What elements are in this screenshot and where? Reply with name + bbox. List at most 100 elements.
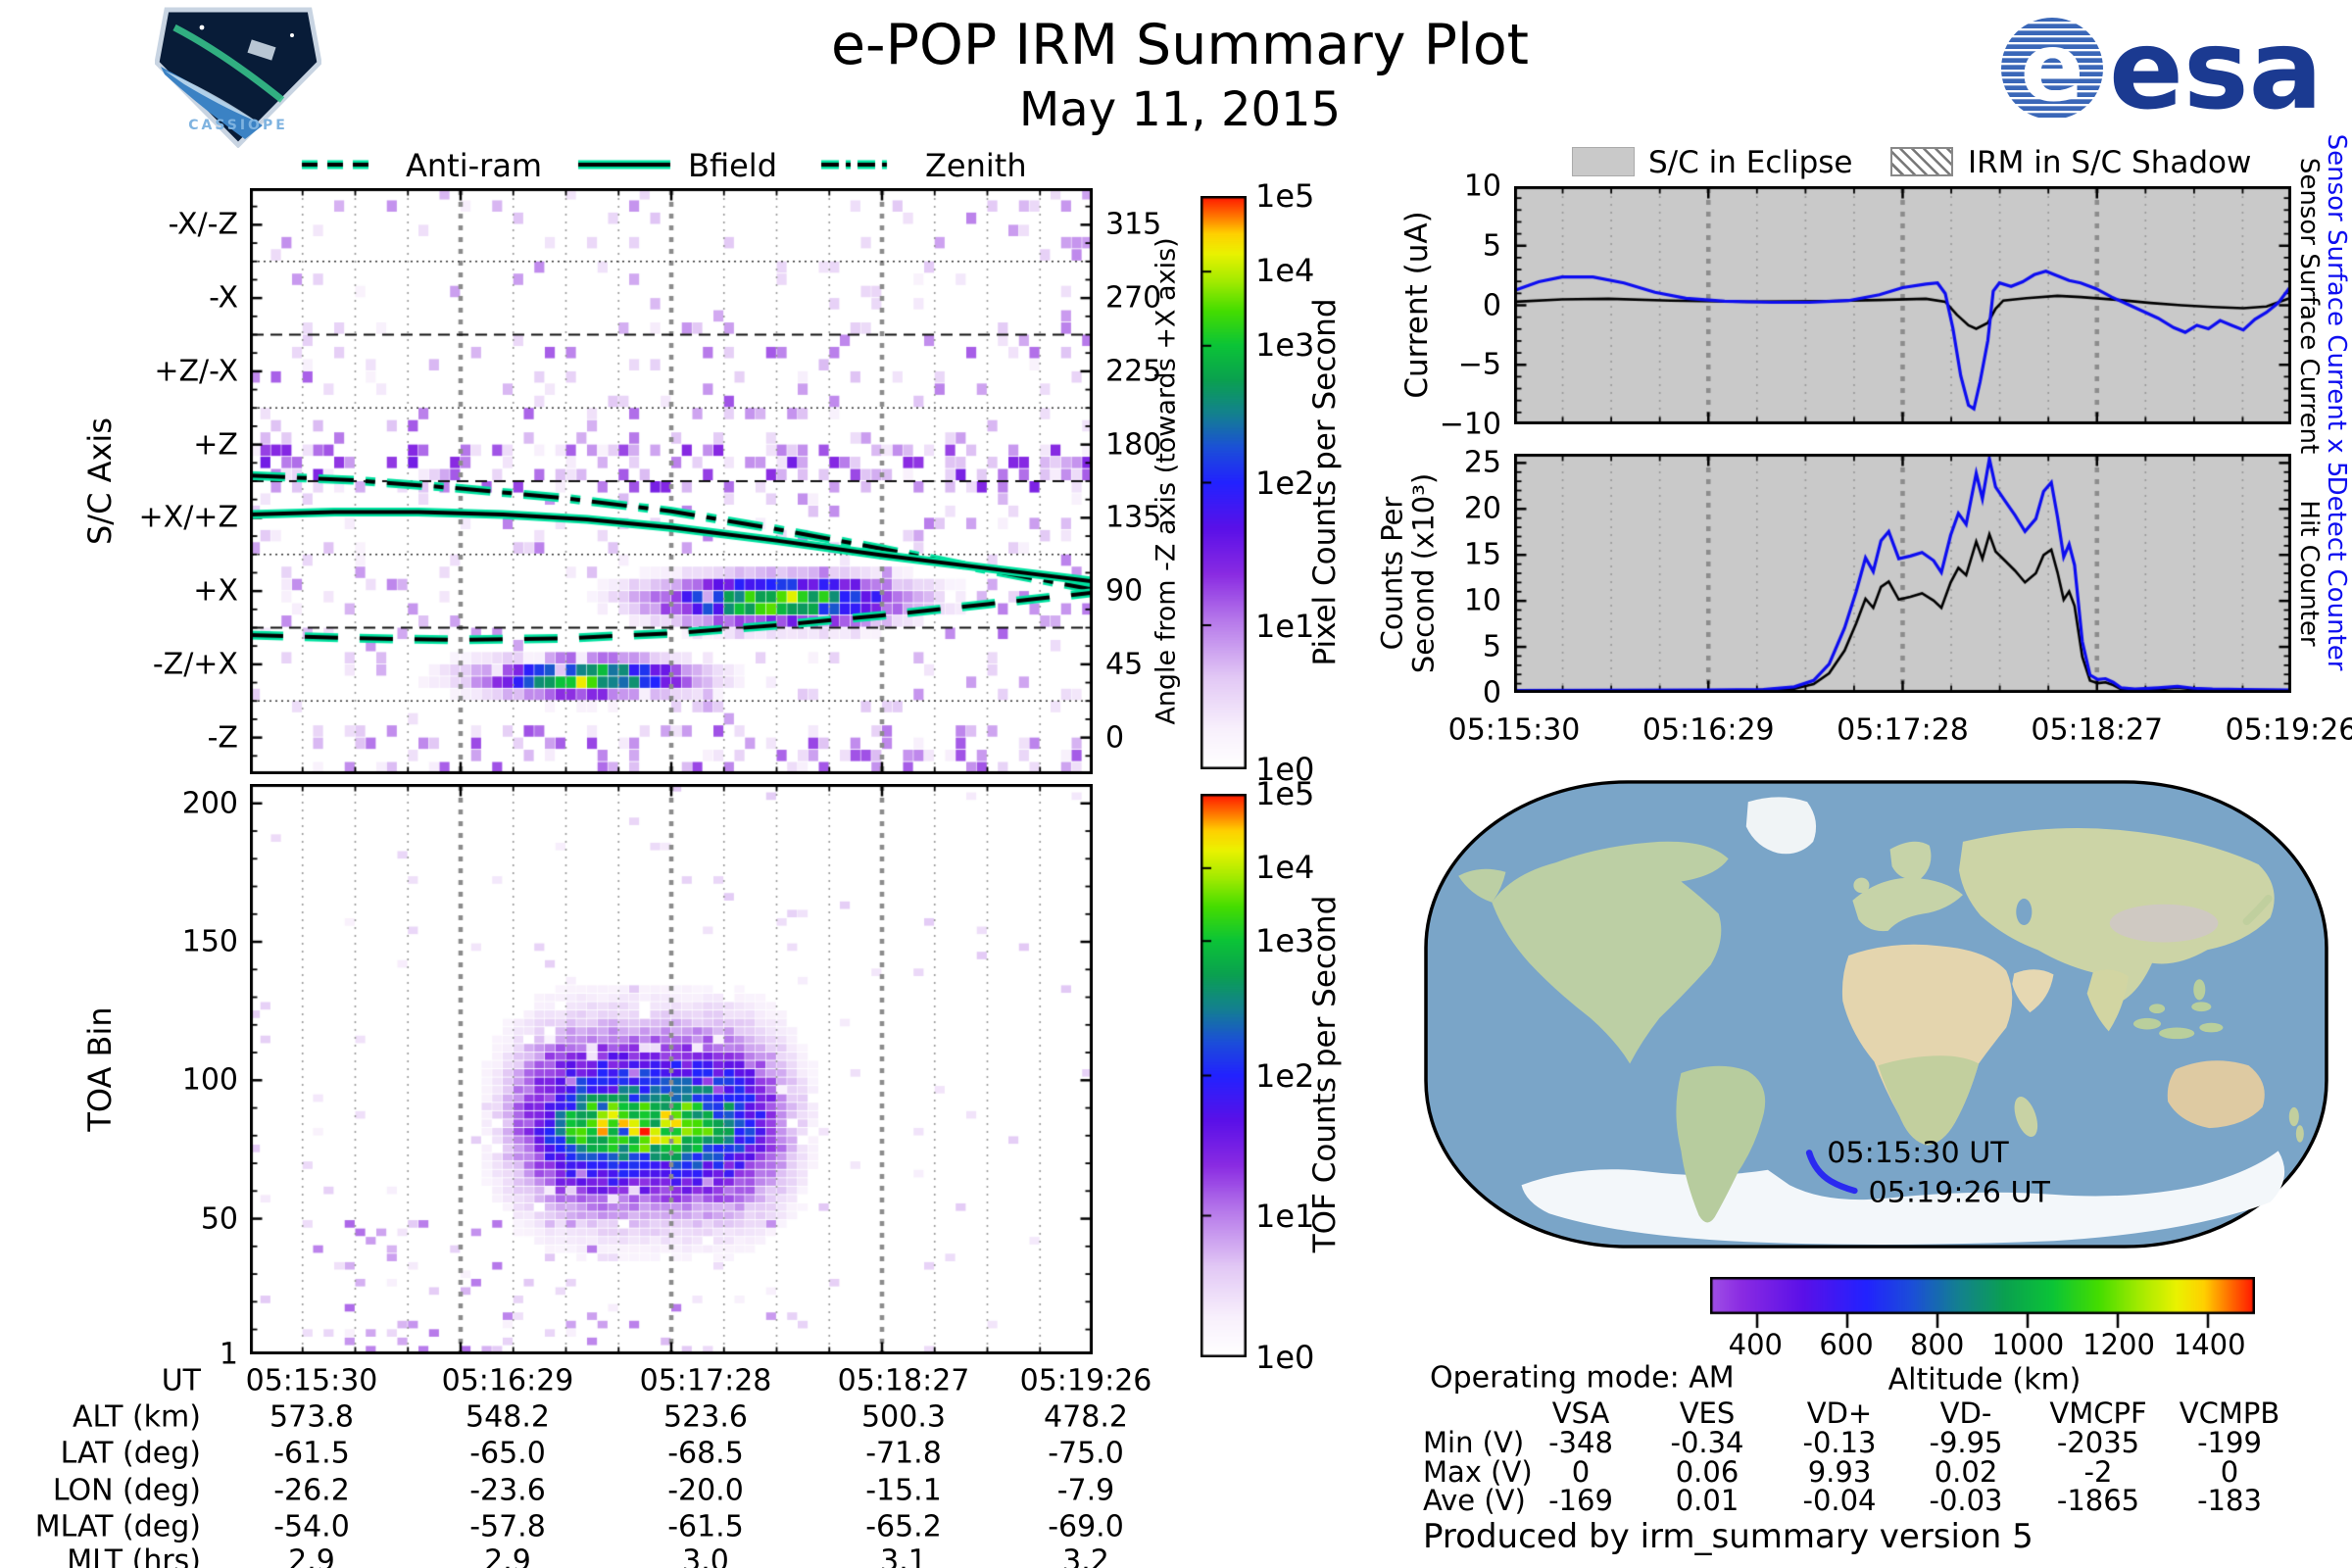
voltage-value: -169 xyxy=(1548,1484,1613,1517)
current-right-label-black: Sensor Surface Current xyxy=(2294,157,2324,455)
toa-ylabel: TOA Bin xyxy=(81,1006,119,1132)
current-right-label-blue: Sensor Surface Current x 5 xyxy=(2322,133,2351,478)
ground-track xyxy=(1805,1150,1858,1195)
cassiope-earth-clouds xyxy=(165,71,257,122)
geo-value: -7.9 xyxy=(1056,1473,1115,1508)
geo-value: -54.0 xyxy=(273,1509,350,1544)
pixel-colorbar-tick-label: 1e1 xyxy=(1255,607,1315,645)
produced-by: Produced by irm_summary version 5 xyxy=(1423,1517,2034,1556)
track-start-label: 05:15:30 UT xyxy=(1827,1136,2009,1168)
counts-right-label-black: Hit Counter xyxy=(2294,500,2324,647)
current-tick-label: 10 xyxy=(1463,169,1501,204)
geo-value: -61.5 xyxy=(273,1436,350,1471)
angle-tick-label: 0 xyxy=(1105,720,1125,756)
geo-value: 548.2 xyxy=(466,1399,550,1435)
island xyxy=(2191,1002,2212,1012)
counts-tick-label: 15 xyxy=(1463,537,1501,572)
cassiope-wordmark: CASSIOPE xyxy=(188,118,288,133)
tof-colorbar-tick-label: 1e5 xyxy=(1255,775,1315,812)
antarctica xyxy=(1521,1151,2285,1245)
voltage-col-header: VCMPB xyxy=(2179,1396,2280,1430)
geo-value: 523.6 xyxy=(663,1399,748,1435)
current-chart-panel xyxy=(1514,186,2291,424)
voltage-col-header: VSA xyxy=(1551,1396,1610,1430)
current-tick-label: 0 xyxy=(1482,288,1501,322)
counts-tick-label: 25 xyxy=(1463,445,1501,480)
geo-value: 573.8 xyxy=(270,1399,354,1435)
voltage-value: -2 xyxy=(2083,1455,2113,1489)
sc-axis-tick-label: +Z xyxy=(193,427,238,463)
geo-value: -15.1 xyxy=(865,1473,942,1508)
geo-row-label: LAT (deg) xyxy=(60,1436,201,1471)
africa-south xyxy=(1878,1055,1980,1146)
voltage-col-header: VD- xyxy=(1939,1396,1992,1430)
geo-row-label: MLAT (deg) xyxy=(34,1509,201,1544)
eclipse-legend-swatch xyxy=(1572,147,1635,176)
south-america xyxy=(1676,1065,1766,1223)
voltage-value: -199 xyxy=(2197,1426,2262,1459)
toa-spectrogram-panel xyxy=(250,784,1093,1354)
voltage-value: -0.04 xyxy=(1802,1484,1877,1517)
altitude-tick-label: 400 xyxy=(1728,1328,1784,1361)
tof-colorbar-tick-label: 1e1 xyxy=(1255,1198,1315,1236)
tof-colorbar-tick-label: 1e2 xyxy=(1255,1056,1315,1095)
counts-tick-label: 5 xyxy=(1482,629,1501,664)
pixel-colorbar-tick-label: 1e3 xyxy=(1255,326,1315,365)
geo-value: 3.1 xyxy=(880,1544,927,1568)
geo-value: -65.2 xyxy=(865,1509,942,1544)
island xyxy=(2132,1017,2162,1030)
geo-value: -61.5 xyxy=(667,1509,744,1544)
madagascar xyxy=(2014,1097,2038,1137)
sc-axis-tick-label: -Z xyxy=(207,720,238,756)
geo-value: -71.8 xyxy=(865,1436,942,1471)
angle-tick-label: 180 xyxy=(1105,427,1162,463)
legend-line-sample-bfield xyxy=(576,154,672,175)
voltage-col-header: VD+ xyxy=(1806,1396,1873,1430)
geo-value: -68.5 xyxy=(667,1436,744,1471)
angle-tick-label: 270 xyxy=(1105,280,1162,316)
voltage-value: 0.06 xyxy=(1675,1455,1740,1489)
alaska xyxy=(1458,868,1506,903)
legend-label-bfield: Bfield xyxy=(688,147,777,184)
voltage-value: -348 xyxy=(1548,1426,1613,1459)
legend-line-sample-anti-ram xyxy=(300,154,376,175)
voltage-row-label: Max (V) xyxy=(1423,1455,1533,1489)
time-tick-label: 05:15:30 xyxy=(1447,712,1581,748)
altitude-tick-label: 800 xyxy=(1909,1328,1965,1361)
cassiope-logo: CASSIOPE xyxy=(155,7,321,148)
time-tick-label: 05:19:26 xyxy=(2225,712,2352,748)
counts-tick-label: 0 xyxy=(1482,675,1501,710)
toa-tick-label: 150 xyxy=(181,924,238,959)
legend-line-sample-zenith xyxy=(819,154,896,175)
esa-logo: e esa xyxy=(2001,8,2323,134)
current-tick-label: 5 xyxy=(1482,228,1501,264)
europe xyxy=(1852,877,1963,932)
island xyxy=(2149,1004,2166,1014)
caspian-sea xyxy=(2016,898,2033,926)
india xyxy=(2086,969,2129,1032)
esa-wordmark: esa xyxy=(2109,8,2323,134)
voltage-value: -9.95 xyxy=(1929,1426,2003,1459)
altitude-tick-label: 1000 xyxy=(1991,1328,2065,1361)
angle-tick-label: 135 xyxy=(1105,500,1162,535)
esa-monogram: e xyxy=(2020,13,2083,122)
track-end-label: 05:19:26 UT xyxy=(1868,1176,2050,1208)
sc-axis-spectrogram-panel xyxy=(250,188,1093,774)
counts-ylabel: Counts Per Second (x10³) xyxy=(1375,472,1441,674)
philippines xyxy=(2193,979,2206,1001)
new-zealand xyxy=(2295,1125,2304,1143)
page-title: e-POP IRM Summary Plot xyxy=(830,13,1530,77)
voltage-value: -183 xyxy=(2197,1484,2262,1517)
time-tick-label: 05:18:27 xyxy=(2031,712,2164,748)
current-ylabel: Current (uA) xyxy=(1399,211,1435,399)
voltage-row-label: Ave (V) xyxy=(1423,1484,1526,1517)
pixel-colorbar-tick-label: 1e5 xyxy=(1255,177,1315,215)
geo-value: -65.0 xyxy=(469,1436,546,1471)
island xyxy=(2159,1027,2195,1040)
sc-axis-ylabel: S/C Axis xyxy=(81,417,119,545)
shadow-legend-label: IRM in S/C Shadow xyxy=(1968,145,2252,180)
angle-tick-label: 315 xyxy=(1105,207,1162,242)
tof-colorbar-tick-label: 1e3 xyxy=(1255,921,1315,959)
tof-colorbar-tick-label: 1e0 xyxy=(1255,1339,1315,1376)
tof-colorbar xyxy=(1200,794,1247,1357)
